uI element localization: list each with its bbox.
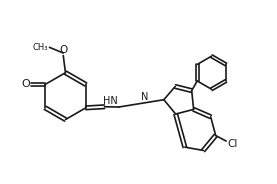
Text: Cl: Cl [228, 139, 238, 149]
Text: HN: HN [103, 96, 118, 106]
Text: O: O [59, 45, 68, 55]
Text: CH₃: CH₃ [33, 43, 48, 52]
Text: N: N [141, 92, 148, 102]
Text: O: O [22, 79, 30, 89]
